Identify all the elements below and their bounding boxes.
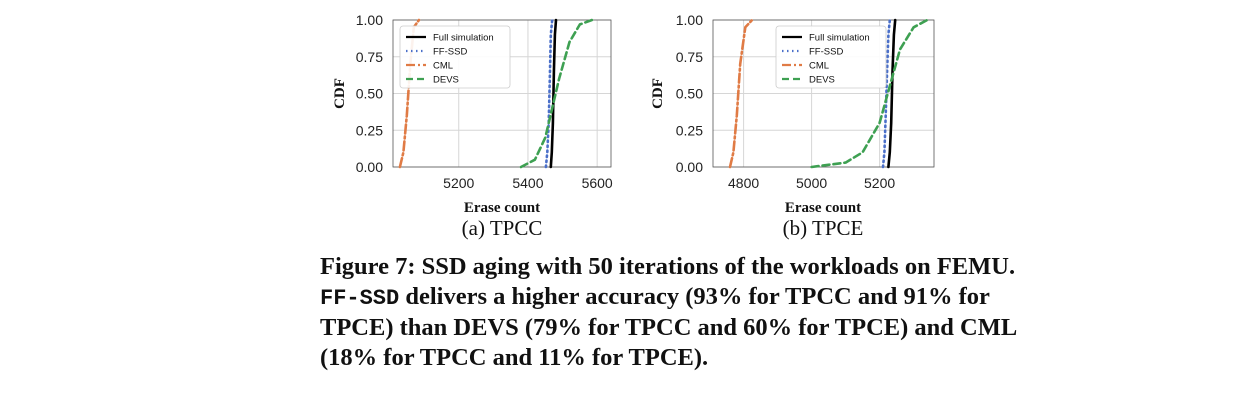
y-tick-label: 0.75	[676, 49, 703, 65]
y-tick-label: 0.25	[356, 122, 383, 138]
y-tick-label: 1.00	[356, 12, 383, 28]
series-line-ff-ssd	[544, 18, 554, 169]
caption-part-1: Figure 7: SSD aging with 50 iterations o…	[320, 253, 1016, 280]
y-tick-label: 0.00	[356, 159, 383, 175]
plot-frame	[712, 19, 935, 168]
x-tick-label: 5000	[796, 175, 827, 191]
y-tick-label: 0.50	[356, 86, 383, 102]
x-tick-label: 5400	[512, 175, 543, 191]
series-line-full-simulation	[887, 18, 897, 169]
series-line-full-simulation	[549, 18, 558, 169]
legend-label: DEVS	[433, 75, 459, 86]
subfigure-caption: (a) TPCC	[462, 216, 543, 240]
legend-label: FF-SSD	[433, 47, 467, 58]
x-tick-label: 5600	[582, 175, 613, 191]
caption-ffssd-name: FF-SSD	[320, 285, 400, 311]
legend-label: Full simulation	[809, 33, 870, 44]
subfigure-caption: (b) TPCE	[783, 216, 864, 240]
y-axis-label: CDF	[332, 78, 348, 109]
x-tick-label: 5200	[443, 175, 474, 191]
legend-label: CML	[809, 61, 829, 72]
legend-box	[399, 25, 511, 89]
legend-label: Full simulation	[433, 33, 494, 44]
figure-panels: 0.00 0.25 0.50 0.75 1.00 5200 5400 5600 Full sim…	[332, 12, 935, 240]
caption-part-2: delivers a higher accuracy (93% for TPCC…	[320, 282, 1016, 371]
series-line-devs	[519, 18, 594, 169]
y-tick-label: 1.00	[676, 12, 703, 28]
legend-label: DEVS	[809, 75, 835, 86]
x-axis-label: Erase count	[785, 200, 861, 216]
legend-box	[775, 25, 887, 89]
legend: Full simulation FF-SSD CML DEVS	[399, 25, 511, 89]
series-line-devs	[810, 18, 929, 169]
x-axis-label: Erase count	[464, 200, 540, 216]
legend-label: FF-SSD	[809, 47, 843, 58]
y-tick-label: 0.00	[676, 159, 703, 175]
chart-panel-1: 0.00 0.25 0.50 0.75 1.00 5200 5400 5600 Full sim…	[332, 12, 613, 240]
y-tick-label: 0.50	[676, 86, 703, 102]
legend-label: CML	[433, 61, 453, 72]
figure-caption: Figure 7: SSD aging with 50 iterations o…	[320, 252, 1020, 372]
legend: Full simulation FF-SSD CML DEVS	[775, 25, 887, 89]
y-axis-label: CDF	[650, 78, 666, 109]
y-tick-label: 0.75	[356, 49, 383, 65]
chart-panel-2: 0.00 0.25 0.50 0.75 1.00 4800 5000 5200 Full sim…	[650, 12, 935, 240]
x-tick-label: 5200	[864, 175, 895, 191]
series-line-cml	[728, 18, 754, 169]
plot-frame	[392, 19, 612, 168]
series-line-ff-ssd	[881, 18, 892, 169]
y-tick-label: 0.25	[676, 122, 703, 138]
x-tick-label: 4800	[728, 175, 759, 191]
